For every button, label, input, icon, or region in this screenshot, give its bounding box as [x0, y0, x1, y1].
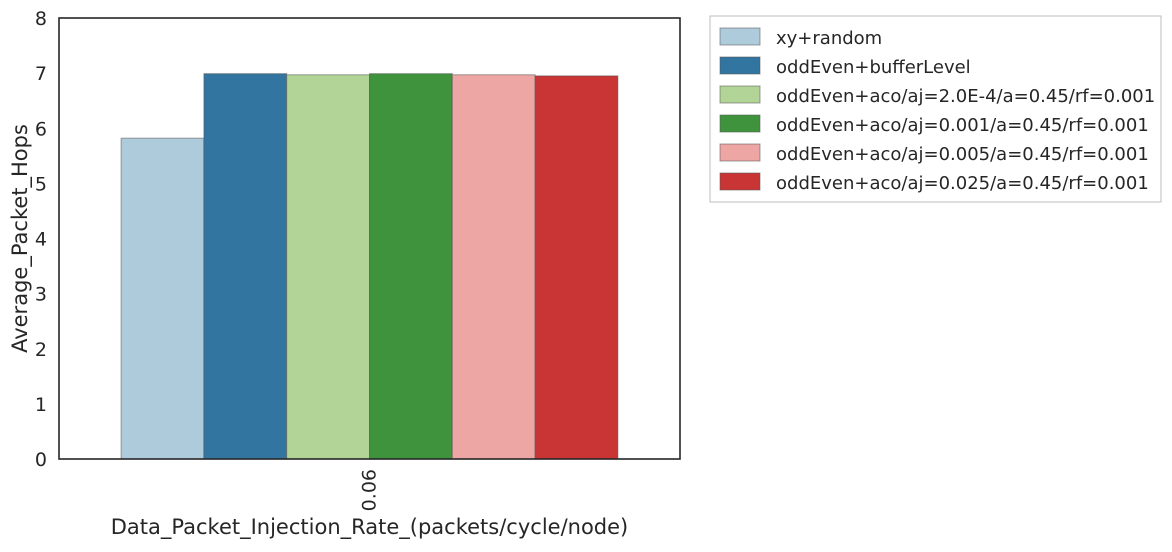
legend-label-6: oddEven+aco/aj=0.025/a=0.45/rf=0.001 — [776, 173, 1149, 194]
plot-frame — [58, 17, 681, 460]
bar-4 — [369, 73, 453, 460]
bar-6 — [534, 75, 619, 460]
x-tick-label: 0.06 — [359, 469, 381, 511]
y-tick-label: 3 — [35, 284, 47, 306]
legend-frame — [709, 15, 1162, 203]
x-axis-ticks: 0.06 — [359, 469, 381, 511]
bar-2 — [203, 73, 288, 460]
y-tick-label: 2 — [35, 339, 47, 361]
legend-swatch-5 — [719, 143, 761, 162]
bars-layer — [120, 73, 619, 460]
legend-label-4: oddEven+aco/aj=0.001/a=0.45/rf=0.001 — [776, 115, 1149, 136]
legend-swatch-1 — [719, 27, 761, 46]
y-tick-label: 7 — [35, 63, 47, 85]
legend-label-3: oddEven+aco/aj=2.0E-4/a=0.45/rf=0.001 — [776, 86, 1155, 107]
x-axis-title: Data_Packet_Injection_Rate_(packets/cycl… — [111, 515, 629, 540]
y-tick-label: 0 — [35, 449, 47, 471]
legend: xy+random oddEven+bufferLevel oddEven+aco/… — [709, 15, 1162, 203]
y-axis-title: Average_Packet_Hops — [8, 124, 33, 353]
y-tick-label: 8 — [35, 8, 47, 30]
legend-label-2: oddEven+bufferLevel — [776, 57, 971, 78]
legend-items: xy+random oddEven+bufferLevel oddEven+aco/… — [719, 27, 1155, 194]
legend-swatch-6 — [719, 172, 761, 191]
legend-label-1: xy+random — [776, 28, 882, 49]
legend-swatch-2 — [719, 56, 761, 75]
bar-3 — [286, 74, 371, 460]
y-tick-label: 6 — [35, 118, 47, 140]
bar-1 — [120, 137, 205, 460]
bar-5 — [451, 74, 536, 460]
legend-label-5: oddEven+aco/aj=0.005/a=0.45/rf=0.001 — [776, 144, 1149, 165]
y-axis-ticks: 0 1 2 3 4 5 6 7 8 — [35, 8, 47, 471]
y-tick-label: 5 — [35, 173, 47, 195]
y-tick-label: 1 — [35, 394, 47, 416]
legend-swatch-3 — [719, 85, 761, 104]
y-tick-label: 4 — [35, 229, 47, 251]
legend-swatch-4 — [719, 114, 761, 133]
